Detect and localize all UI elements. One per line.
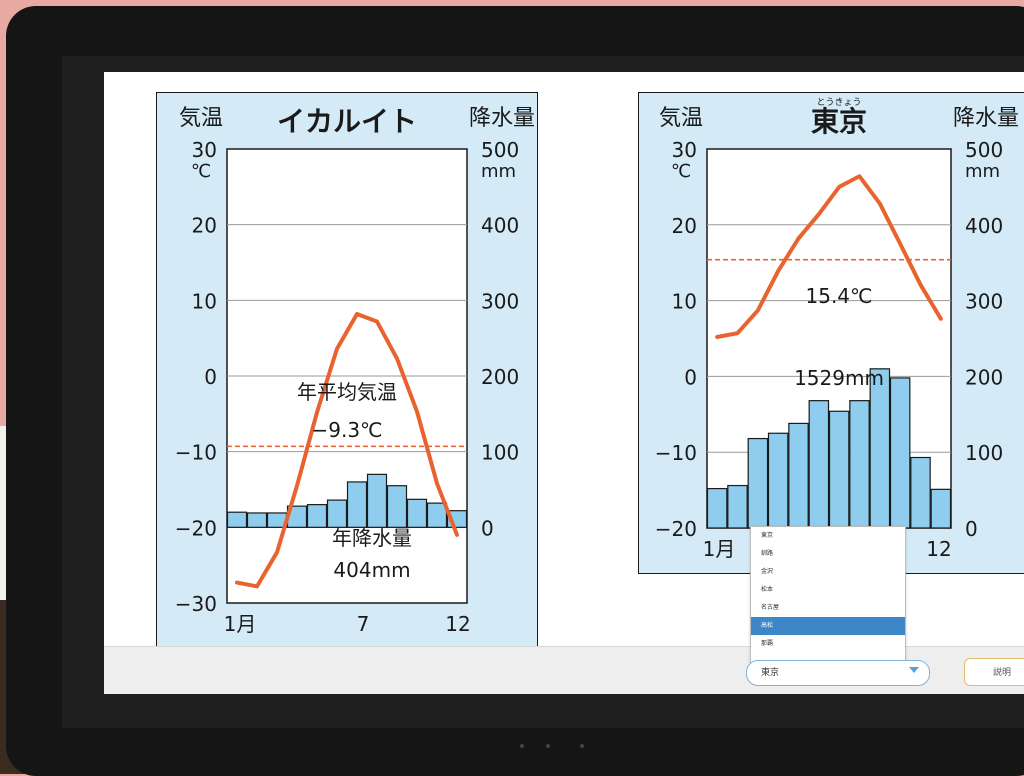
explain-button-label: 説明	[993, 668, 1012, 678]
annual-precip-value: 404mm	[333, 558, 410, 582]
precip-bar	[306, 504, 328, 528]
left-axis-label: 気温	[179, 106, 223, 131]
precip-tick-label: 500	[965, 138, 1003, 162]
month-tick-label: 12	[926, 537, 951, 561]
precip-tick-label: 400	[965, 214, 1003, 238]
precip-bar	[889, 377, 911, 529]
temp-tick-label: −20	[175, 516, 217, 540]
city-dropdown-list[interactable]: 東京 釧路 金沢 松本 名古屋 高松 那覇	[750, 526, 906, 664]
chart-title: 東京	[811, 105, 867, 138]
month-tick-label: 7	[357, 612, 370, 636]
precip-bar	[727, 484, 748, 529]
bezel-dot	[546, 744, 550, 748]
precip-tick-label: 0	[965, 517, 978, 541]
precip-bar	[366, 473, 388, 528]
climate-chart-iqaluit: 気温 降水量 イカルイト 30 20 10 0 −10 −20 −30 ℃ 500 400 300 200 1…	[156, 92, 538, 649]
bezel-dot	[580, 744, 584, 748]
bezel-dot	[520, 744, 524, 748]
temp-tick-label: −10	[175, 441, 217, 465]
precip-bar	[246, 512, 268, 528]
month-tick-label: 1月	[703, 537, 736, 561]
title-ruby: とうきょう	[816, 97, 861, 108]
temp-tick-label: 10	[192, 289, 217, 313]
annual-mean-temp-label: 年平均気温	[297, 380, 397, 404]
chart-svg: 気温 降水量東京とうきょう3020100−10−20℃50040030020010…	[655, 97, 1019, 561]
precip-tick-label: 100	[481, 441, 519, 465]
temp-tick-label: 20	[672, 214, 697, 238]
precip-bar	[910, 456, 931, 529]
precip-tick-label: 300	[481, 289, 519, 313]
temp-unit: ℃	[671, 161, 691, 182]
precip-bar	[326, 499, 348, 528]
temp-tick-label: 30	[672, 138, 697, 162]
precip-bar	[406, 498, 428, 528]
precip-bar	[747, 437, 769, 529]
precip-bar	[706, 487, 728, 529]
precip-bar	[767, 432, 789, 529]
precip-tick-label: 200	[481, 365, 519, 389]
temp-tick-label: −30	[175, 592, 217, 616]
precip-bar	[849, 400, 870, 529]
precip-tick-label: 200	[965, 365, 1003, 389]
dropdown-option[interactable]: 松本	[761, 586, 774, 593]
precip-bar	[426, 502, 448, 528]
month-tick-label: 12	[445, 612, 470, 636]
precip-tick-label: 300	[965, 290, 1003, 314]
dropdown-option[interactable]: 金沢	[761, 568, 774, 575]
precip-bar	[346, 481, 368, 528]
dropdown-option-highlighted[interactable]: 高松	[751, 617, 905, 635]
city-select-value: 東京	[761, 668, 780, 678]
chart-title: イカルイト	[277, 105, 417, 138]
chevron-down-icon	[909, 667, 919, 673]
temp-tick-label: 0	[204, 365, 217, 389]
temp-tick-label: 30	[192, 138, 217, 162]
temp-tick-label: −20	[655, 517, 697, 541]
right-axis-label: 降水量	[469, 106, 535, 131]
annual-precip-label: 年降水量	[332, 526, 412, 550]
temp-tick-label: 10	[672, 290, 697, 314]
precip-bar	[386, 485, 408, 528]
city-select[interactable]: 東京	[746, 660, 930, 686]
precip-unit: mm	[965, 161, 1000, 182]
left-axis-label: 気温	[659, 106, 703, 131]
precip-bar	[869, 368, 891, 529]
app-screen: 気温 降水量 イカルイト 30 20 10 0 −10 −20 −30 ℃ 500 400 300 200 1…	[104, 72, 1024, 694]
precip-tick-label: 100	[965, 441, 1003, 465]
month-tick-label: 1月	[224, 612, 257, 636]
precip-tick-label: 500	[481, 138, 519, 162]
dropdown-option[interactable]: 東京	[761, 532, 774, 539]
temperature-line	[715, 174, 943, 339]
precip-bar	[226, 511, 248, 528]
explain-button[interactable]: 説明	[964, 658, 1024, 686]
precip-bar	[930, 488, 952, 529]
temp-unit: ℃	[191, 161, 211, 182]
chart-svg: 気温 降水量イカルイト3020100−10−20−30℃5004003002001…	[175, 105, 535, 636]
precip-unit: mm	[481, 161, 516, 182]
precip-bar	[828, 410, 850, 529]
precip-bar	[808, 400, 830, 529]
temp-tick-label: 0	[684, 365, 697, 389]
dropdown-option[interactable]: 名古屋	[761, 604, 780, 611]
right-axis-label: 降水量	[953, 106, 1019, 131]
temp-tick-label: 20	[192, 214, 217, 238]
annual-mean-temp-value: 15.4℃	[806, 284, 873, 308]
annual-precip-value: 1529mm	[794, 366, 884, 390]
precip-tick-label: 0	[481, 516, 494, 540]
temp-tick-label: −10	[655, 441, 697, 465]
annual-mean-temp-value: −9.3℃	[311, 418, 382, 442]
precip-tick-label: 400	[481, 214, 519, 238]
climate-chart-tokyo: 気温 降水量 東京 とうきょう 30 20 10 0 −10 −20 ℃ 500 400 300 200 10…	[638, 92, 1024, 574]
dropdown-option[interactable]: 那覇	[761, 640, 774, 647]
precip-bar	[788, 422, 809, 529]
temperature-line	[235, 311, 459, 589]
dropdown-option[interactable]: 釧路	[761, 550, 774, 557]
